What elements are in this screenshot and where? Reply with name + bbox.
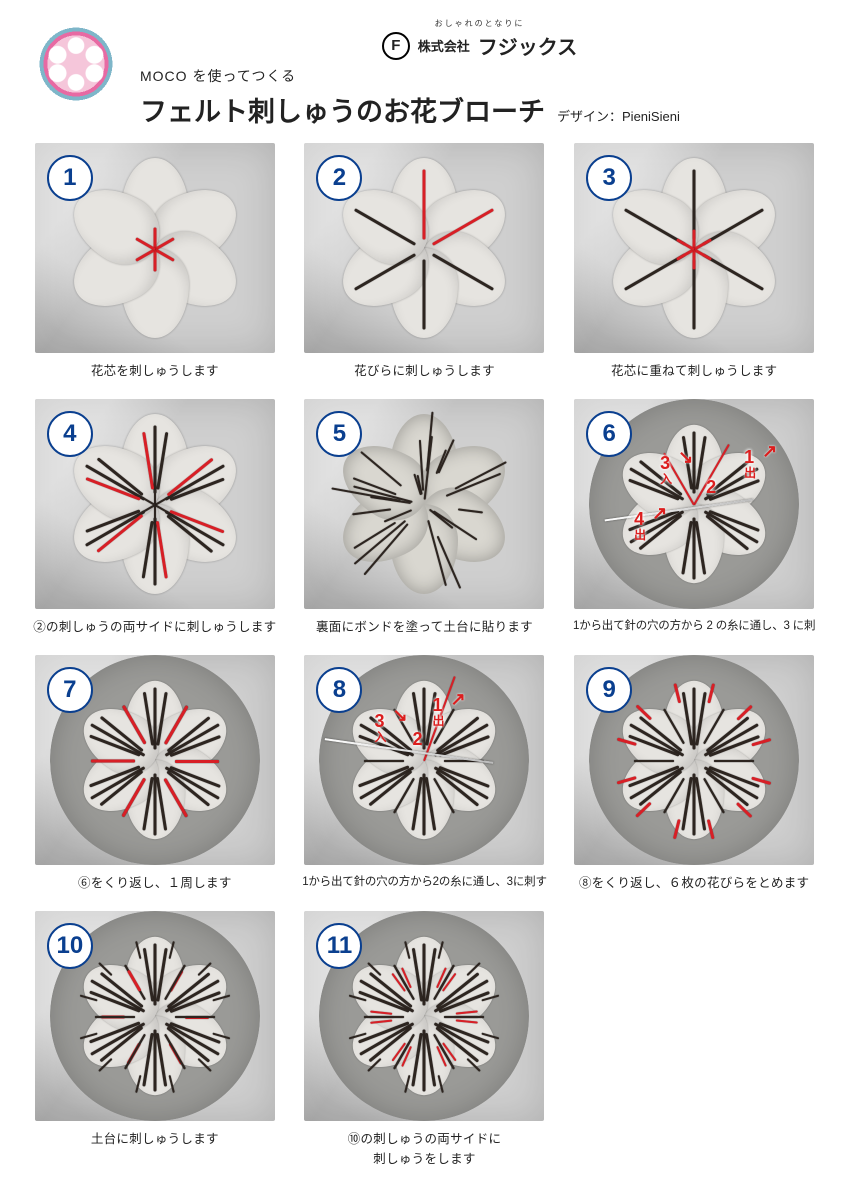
step-photo: 9 [574, 655, 814, 865]
brand-logo-icon: F [382, 32, 410, 60]
step-number-badge: 10 [47, 923, 93, 969]
step-9: 9 ⑧をくり返し、６枚の花びらをとめます [569, 655, 819, 893]
step-10: 10 土台に刺しゅうします [30, 911, 280, 1169]
brand-company: フジックス [478, 31, 577, 60]
step-11: 11 ⑩の刺しゅうの両サイドに 刺しゅうをします [300, 911, 550, 1169]
page: おしゃれのとなりに F 株式会社 フジックス MOCO を使ってつくる フェルト… [0, 0, 849, 1199]
step-photo: 3 [574, 143, 814, 353]
step-number-badge: 1 [47, 155, 93, 201]
step-1: 1 花芯を刺しゅうします [30, 143, 280, 381]
step-number: 10 [56, 932, 83, 960]
step-caption: ⑧をくり返し、６枚の花びらをとめます [579, 873, 809, 893]
designer-credit: デザイン：PieniSieni [557, 106, 680, 125]
step-3: 3 花芯に重ねて刺しゅうします [569, 143, 819, 381]
step-2: 2 花びらに刺しゅうします [300, 143, 550, 381]
step-photo: 5 [304, 399, 544, 609]
step-number: 1 [63, 164, 76, 192]
header-row: おしゃれのとなりに F 株式会社 フジックス MOCO を使ってつくる フェルト… [30, 18, 819, 129]
page-title: フェルト刺しゅうのお花ブローチ [140, 90, 545, 129]
step-number: 6 [602, 420, 615, 448]
brand-prefix: 株式会社 [418, 36, 470, 55]
step-number-badge: 7 [47, 667, 93, 713]
steps-grid: 1 花芯を刺しゅうします 2 花びらに刺しゅうします 3 花芯に重ねて刺しゅうします 4 ②の… [30, 143, 819, 1169]
brand-row: おしゃれのとなりに F 株式会社 フジックス [140, 18, 819, 60]
step-photo: 11 [304, 911, 544, 1121]
step-number-badge: 3 [586, 155, 632, 201]
brand-name: F 株式会社 フジックス [140, 31, 819, 60]
step-caption: ②の刺しゅうの両サイドに刺しゅうします [33, 617, 276, 637]
step-number: 5 [333, 420, 346, 448]
step-photo: 61出↗23入↘4出↗ [574, 399, 814, 609]
step-photo: 10 [35, 911, 275, 1121]
designer-label: デザイン： [557, 109, 622, 124]
step-photo: 7 [35, 655, 275, 865]
subtitle: MOCO を使ってつくる [140, 66, 819, 86]
step-photo: 2 [304, 143, 544, 353]
step-4: 4 ②の刺しゅうの両サイドに刺しゅうします [30, 399, 280, 637]
step-caption: 土台に刺しゅうします [91, 1129, 219, 1149]
step-number-badge: 4 [47, 411, 93, 457]
step-photo: 4 [35, 399, 275, 609]
step-caption: ⑥をくり返し、１周します [78, 873, 232, 893]
step-photo: 1 [35, 143, 275, 353]
step-caption: 花芯に重ねて刺しゅうします [611, 361, 777, 381]
step-number: 2 [333, 164, 346, 192]
step-caption: 1から出て針の穴の方から2の糸に通し、3に刺す [302, 873, 547, 893]
step-caption: ⑩の刺しゅうの両サイドに 刺しゅうをします [348, 1129, 502, 1169]
designer-name: PieniSieni [622, 109, 680, 124]
step-6: 61出↗23入↘4出↗ 1から出て針の穴の方から 2 の糸に通し、3 に刺 [569, 399, 819, 637]
step-number-badge: 6 [586, 411, 632, 457]
step-caption: 1から出て針の穴の方から 2 の糸に通し、3 に刺 [573, 617, 815, 637]
step-number: 3 [602, 164, 615, 192]
step-5: 5 裏面にボンドを塗って土台に貼ります [300, 399, 550, 637]
step-number: 8 [333, 676, 346, 704]
step-8: 81出↗23入↘ 1から出て針の穴の方から2の糸に通し、3に刺す [300, 655, 550, 893]
step-caption: 花びらに刺しゅうします [354, 361, 495, 381]
step-number: 9 [602, 676, 615, 704]
title-block: おしゃれのとなりに F 株式会社 フジックス MOCO を使ってつくる フェルト… [140, 18, 819, 129]
step-caption: 裏面にボンドを塗って土台に貼ります [316, 617, 533, 637]
title-row: フェルト刺しゅうのお花ブローチ デザイン：PieniSieni [140, 90, 819, 129]
step-number: 11 [327, 932, 352, 960]
brand-tagline: おしゃれのとなりに [140, 18, 819, 29]
step-7: 7 ⑥をくり返し、１周します [30, 655, 280, 893]
step-number: 4 [63, 420, 76, 448]
hero-thumbnail [30, 18, 122, 110]
step-number-badge: 9 [586, 667, 632, 713]
step-photo: 81出↗23入↘ [304, 655, 544, 865]
step-caption: 花芯を刺しゅうします [91, 361, 219, 381]
step-number: 7 [63, 676, 76, 704]
